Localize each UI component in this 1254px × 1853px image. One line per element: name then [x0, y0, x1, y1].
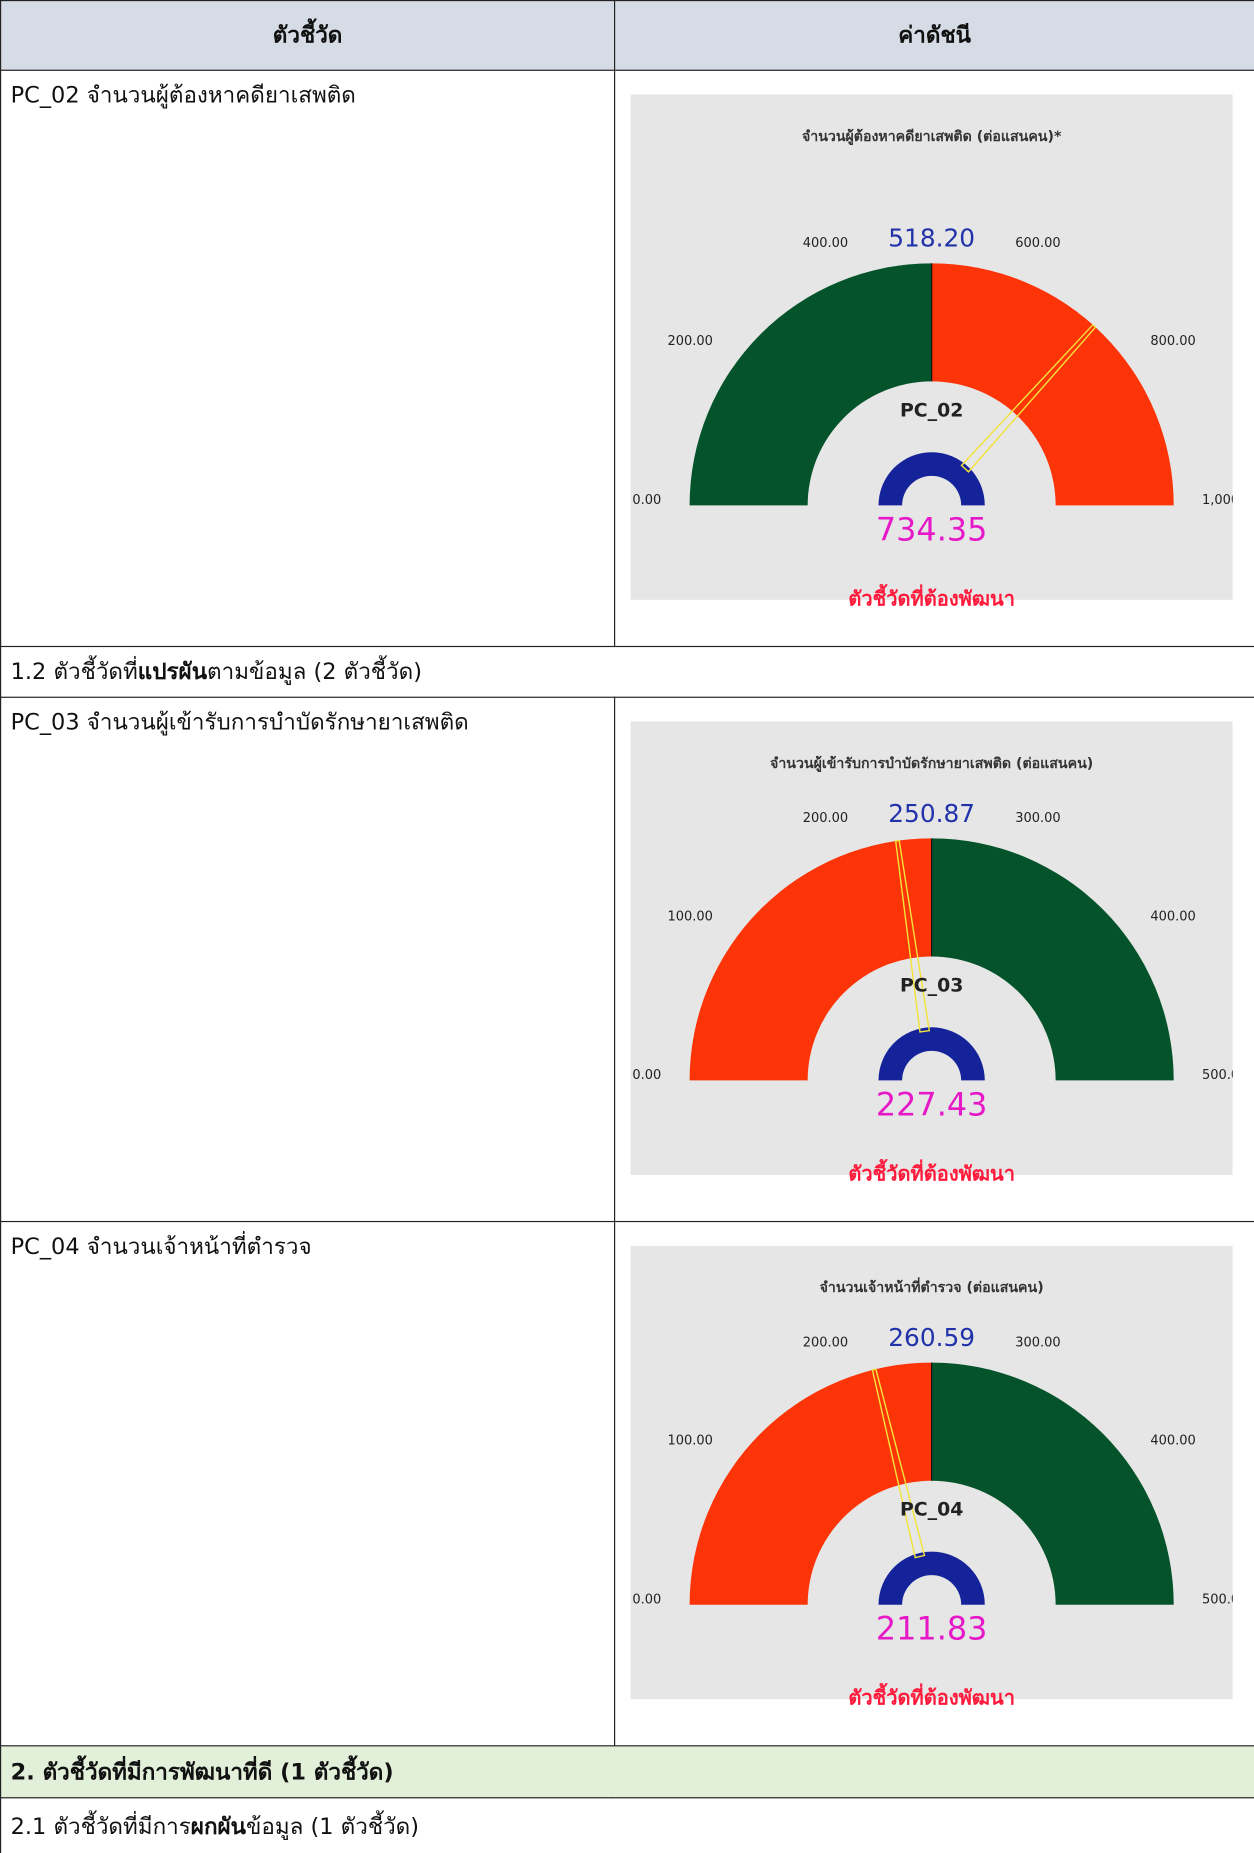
indicator-cell: PC_04 จำนวนเจ้าหน้าที่ตำรวจ — [0, 1220, 616, 1747]
gauge-needle — [960, 323, 1097, 473]
gauge-cell: จำนวนผู้เข้ารับการบำบัดรักษายาเสพติด (ต่… — [614, 696, 1254, 1223]
gauge-hub — [878, 1027, 985, 1081]
reference-value: 250.87 — [888, 799, 975, 828]
tick-label: 200.00 — [803, 1335, 848, 1350]
gauge-hub — [878, 452, 985, 506]
gauge-title: จำนวนผู้ต้องหาคดียาเสพติด (ต่อแสนคน)* — [802, 128, 1062, 145]
gauge: จำนวนผู้เข้ารับการบำบัดรักษายาเสพติด (ต่… — [630, 721, 1233, 1185]
tick-label: 500.00 — [1202, 1068, 1233, 1083]
tick-label: 200.00 — [803, 811, 848, 826]
tick-label: 100.00 — [667, 1434, 712, 1449]
table-row: PC_02 จำนวนผู้ต้องหาคดียาเสพติด จำนวนผู้ต… — [0, 69, 1254, 648]
section-text: ผกผัน — [190, 1813, 247, 1840]
gauge-value: 211.83 — [876, 1610, 988, 1648]
section-text: ข้อมูล (1 ตัวชี้วัด) — [246, 1813, 419, 1840]
table-row: 1.2 ตัวชี้วัดที่แปรผันตามข้อมูล (2 ตัวชี… — [0, 645, 1254, 698]
gauge-cell: จำนวนเจ้าหน้าที่ตำรวจ (ต่อแสนคน) 0.00 100.… — [614, 1220, 1254, 1747]
gauge: จำนวนเจ้าหน้าที่ตำรวจ (ต่อแสนคน) 0.00 100.… — [630, 1245, 1233, 1710]
gauge-band — [931, 838, 1174, 1081]
header-row: ตัวชี้วัด ค่าดัชนี — [0, 0, 1254, 71]
table-row: PC_04 จำนวนเจ้าหน้าที่ตำรวจ จำนวนเจ้าหน้า… — [0, 1220, 1254, 1747]
gauge-title: จำนวนเจ้าหน้าที่ตำรวจ (ต่อแสนคน) — [820, 1276, 1044, 1296]
tick-label: 800.00 — [1150, 334, 1195, 349]
gauge-value: 227.43 — [876, 1085, 988, 1123]
tick-label: 0.00 — [632, 1068, 661, 1083]
section-text: 1.2 ตัวชี้วัดที่ — [10, 658, 138, 685]
gauge-status: ตัวชี้วัดที่ต้องพัฒนา — [848, 583, 1015, 610]
section-cell: 1.2 ตัวชี้วัดที่แปรผันตามข้อมูล (2 ตัวชี… — [0, 645, 1254, 698]
table-row: PC_03 จำนวนผู้เข้ารับการบำบัดรักษายาเสพต… — [0, 696, 1254, 1223]
indicator-cell: PC_03 จำนวนผู้เข้ารับการบำบัดรักษายาเสพต… — [0, 696, 616, 1223]
gauge-status: ตัวชี้วัดที่ต้องพัฒนา — [848, 1158, 1015, 1185]
heading-cell: 2. ตัวชี้วัดที่มีการพัฒนาที่ดี (1 ตัวชี้… — [0, 1745, 1254, 1799]
section-text: แปรผัน — [137, 658, 208, 685]
tick-label: 400.00 — [1150, 909, 1195, 924]
gauge-code: PC_03 — [900, 974, 963, 996]
gauge-status: ตัวชี้วัดที่ต้องพัฒนา — [848, 1683, 1015, 1710]
section-cell: 2.1 ตัวชี้วัดที่มีการผกผันข้อมูล (1 ตัวช… — [0, 1797, 1254, 1853]
gauge-band — [689, 263, 932, 506]
gauge-value: 734.35 — [876, 510, 988, 548]
header-cell: ตัวชี้วัด — [0, 0, 616, 71]
tick-label: 100.00 — [667, 909, 712, 924]
gauge-hub — [878, 1551, 985, 1605]
table-row: 2. ตัวชี้วัดที่มีการพัฒนาที่ดี (1 ตัวชี้… — [0, 1745, 1254, 1799]
gauge-title: จำนวนผู้เข้ารับการบำบัดรักษายาเสพติด (ต่… — [770, 755, 1093, 772]
gauge-code: PC_02 — [900, 399, 963, 421]
gauge: จำนวนผู้ต้องหาคดียาเสพติด (ต่อแสนคน)* 0.0… — [630, 94, 1233, 610]
reference-value: 260.59 — [888, 1323, 975, 1352]
section-text: ตามข้อมูล (2 ตัวชี้วัด) — [207, 658, 422, 685]
tick-label: 600.00 — [1015, 236, 1060, 251]
indicator-cell: PC_02 จำนวนผู้ต้องหาคดียาเสพติด — [0, 69, 616, 648]
gauge-needle — [894, 839, 931, 1033]
table-body: PC_02 จำนวนผู้ต้องหาคดียาเสพติด จำนวนผู้ต… — [0, 69, 1254, 1853]
tick-label: 400.00 — [1150, 1434, 1195, 1449]
tick-label: 0.00 — [632, 493, 661, 508]
gauge-code: PC_04 — [900, 1499, 963, 1521]
header-cell: ค่าดัชนี — [614, 0, 1254, 71]
reference-value: 518.20 — [888, 224, 975, 253]
tick-label: 300.00 — [1015, 811, 1060, 826]
gauge-band — [931, 263, 1174, 506]
tick-label: 300.00 — [1015, 1335, 1060, 1350]
section-text: 2.1 ตัวชี้วัดที่มีการ — [10, 1813, 191, 1840]
gauge-band — [931, 1362, 1174, 1605]
gauge-needle — [871, 1368, 926, 1559]
tick-label: 1,000.00 — [1202, 493, 1233, 508]
tick-label: 0.00 — [632, 1592, 661, 1607]
tick-label: 400.00 — [803, 236, 848, 251]
gauge-band — [689, 838, 932, 1081]
tick-label: 500.00 — [1202, 1592, 1233, 1607]
gauge-cell: จำนวนผู้ต้องหาคดียาเสพติด (ต่อแสนคน)* 0.0… — [614, 69, 1254, 648]
gauge-band — [689, 1362, 932, 1605]
table-row: 2.1 ตัวชี้วัดที่มีการผกผันข้อมูล (1 ตัวช… — [0, 1797, 1254, 1853]
tick-label: 200.00 — [667, 334, 712, 349]
